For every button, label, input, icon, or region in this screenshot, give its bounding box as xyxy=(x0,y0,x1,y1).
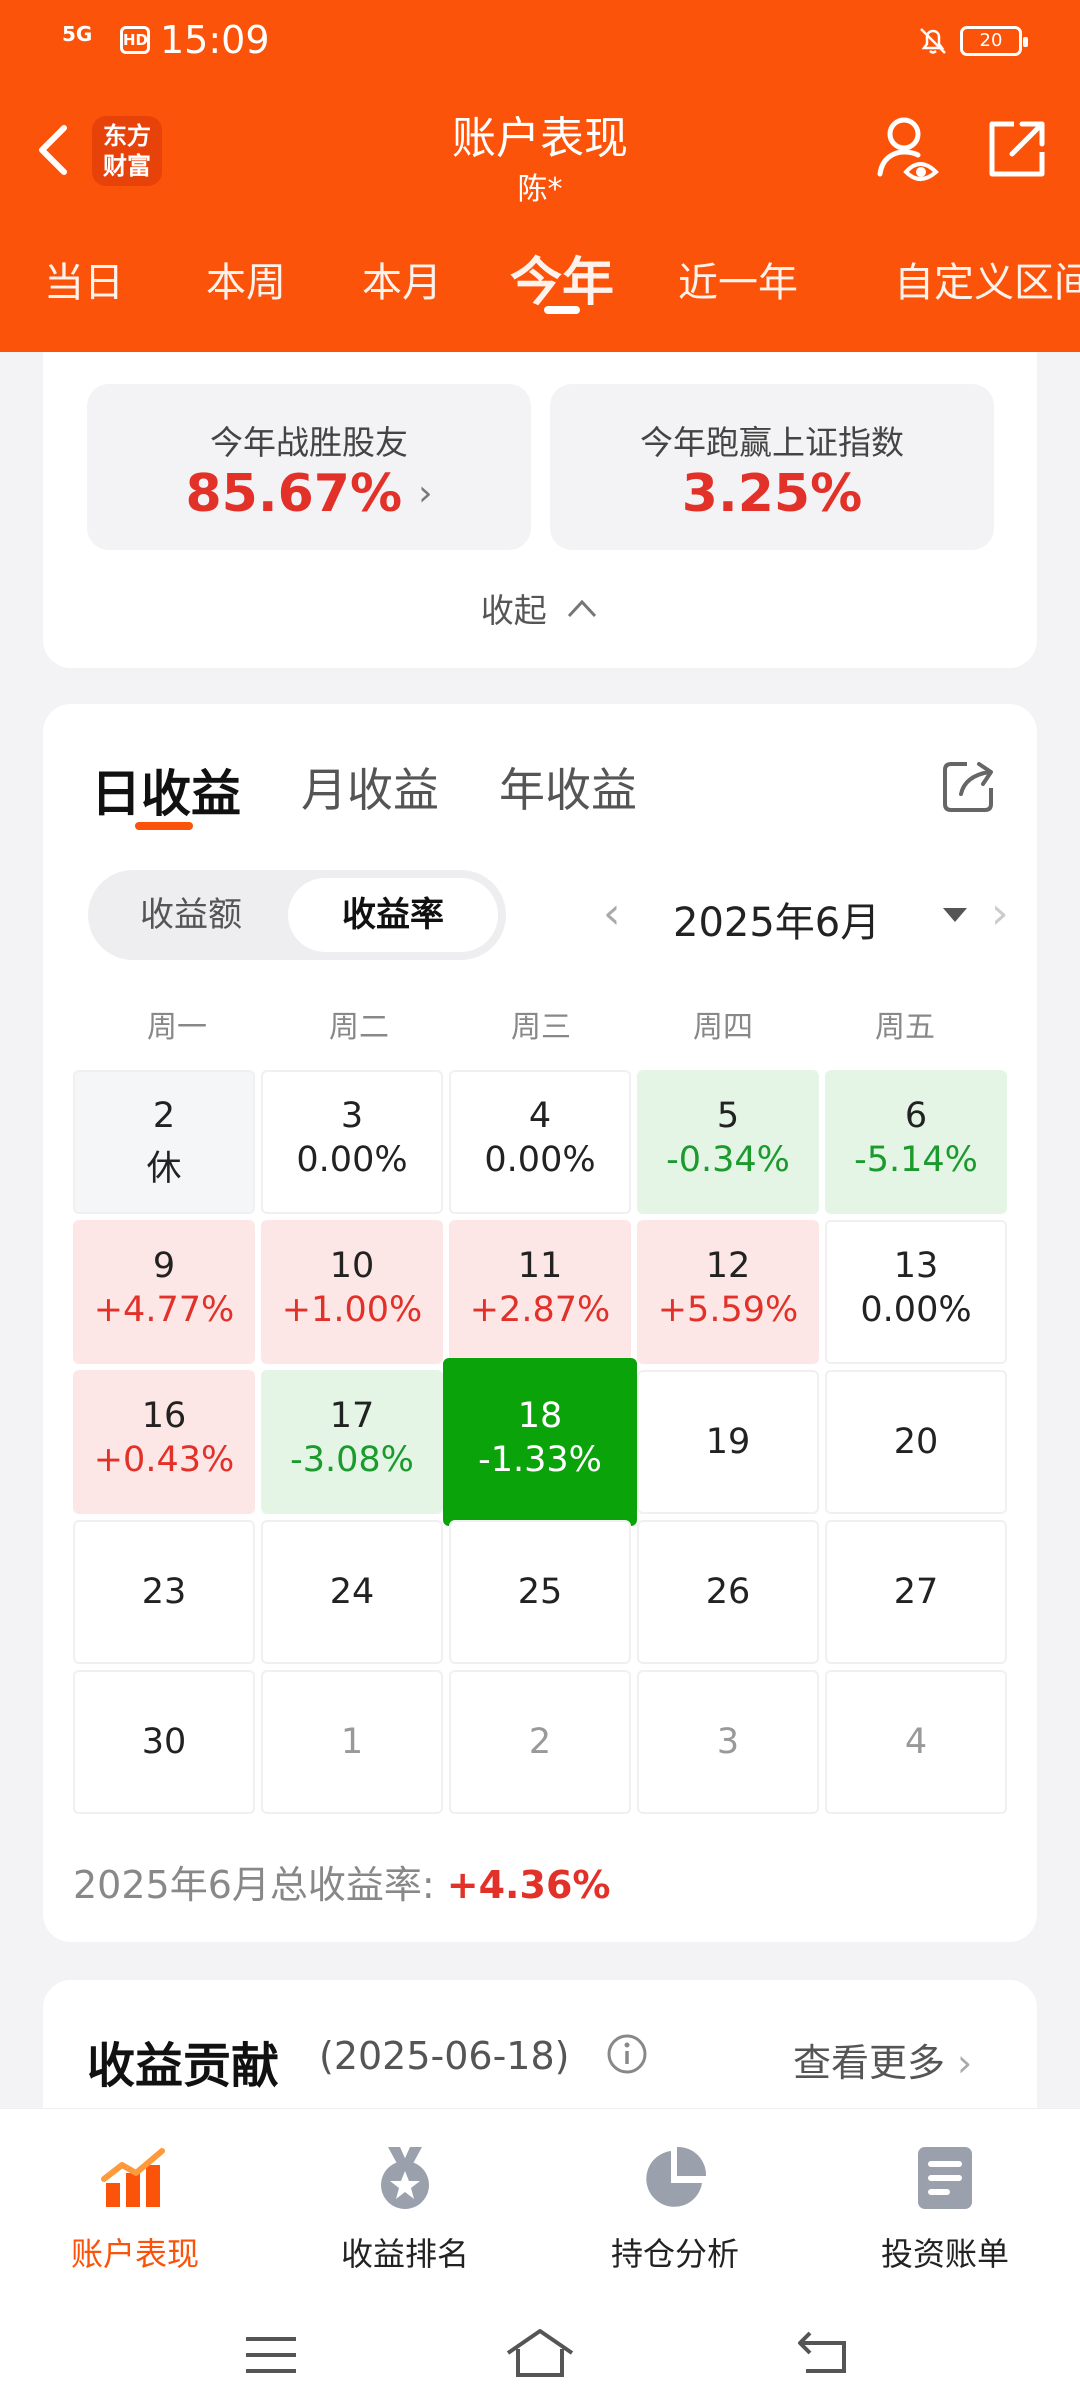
clock: 15:09 xyxy=(160,18,270,62)
calendar-day[interactable]: 5 -0.34% xyxy=(637,1070,819,1214)
medal-icon xyxy=(381,2147,429,2209)
beat-index-label: 今年跑赢上证指数 xyxy=(640,423,904,462)
calendar-day[interactable]: 10 +1.00% xyxy=(261,1220,443,1364)
calendar-day[interactable]: 19 xyxy=(637,1370,819,1514)
summary-card: 今年战胜股友 85.67% › 今年跑赢上证指数 3.25% 收起 xyxy=(43,352,1037,668)
trend-chart-icon xyxy=(101,2148,165,2207)
next-month-icon[interactable]: › xyxy=(991,888,1009,939)
pie-chart-icon xyxy=(646,2146,707,2207)
battery-icon: 20 xyxy=(960,26,1028,56)
nav-investment-bill[interactable]: 投资账单 xyxy=(810,2129,1080,2275)
info-icon[interactable] xyxy=(605,2032,649,2076)
page-title: 账户表现 xyxy=(452,113,628,164)
calendar-day[interactable]: 20 xyxy=(825,1370,1007,1514)
contribution-date: (2025-06-18) xyxy=(319,2034,570,2078)
amount-rate-toggle: 收益额 收益率 xyxy=(88,870,506,960)
collapse-button[interactable]: 收起 xyxy=(43,584,1037,632)
weekday-wed: 周三 xyxy=(511,1010,571,1045)
calendar-day[interactable]: 12 +5.59% xyxy=(637,1220,819,1364)
weekday-tue: 周二 xyxy=(329,1010,389,1045)
beat-friends-box[interactable]: 今年战胜股友 85.67% › xyxy=(87,384,531,550)
tab-last-year[interactable]: 近一年 xyxy=(678,260,798,306)
calendar-day[interactable]: 16 +0.43% xyxy=(73,1370,255,1514)
back-nav-icon[interactable] xyxy=(796,2331,852,2377)
tab-daily-profit[interactable]: 日收益 xyxy=(91,765,241,823)
view-more-link[interactable]: 查看更多 › xyxy=(793,2041,973,2085)
tab-year[interactable]: 今年 xyxy=(510,253,615,313)
dropdown-icon[interactable] xyxy=(943,908,967,922)
nav-profit-ranking[interactable]: 收益排名 xyxy=(270,2129,540,2275)
calendar-day[interactable]: 25 xyxy=(449,1520,631,1664)
tab-week[interactable]: 本周 xyxy=(206,260,286,306)
calendar-day[interactable]: 23 xyxy=(73,1520,255,1664)
back-icon[interactable] xyxy=(30,118,80,182)
system-navigation-bar xyxy=(0,2313,1080,2393)
calendar-day[interactable]: 17 -3.08% xyxy=(261,1370,443,1514)
signal-icon: 5G xyxy=(62,22,93,46)
calendar-day-next-month[interactable]: 3 xyxy=(637,1670,819,1814)
nav-holding-analysis[interactable]: 持仓分析 xyxy=(540,2129,810,2275)
month-total: 2025年6月总收益率: +4.36% xyxy=(73,1863,611,1907)
home-icon[interactable] xyxy=(504,2327,576,2379)
calendar-day-next-month[interactable]: 2 xyxy=(449,1670,631,1814)
mute-bell-icon xyxy=(920,28,946,54)
calendar-day[interactable]: 4 0.00% xyxy=(449,1070,631,1214)
weekday-fri: 周五 xyxy=(875,1010,935,1045)
account-name: 陈* xyxy=(517,172,563,207)
calendar-day-selected[interactable]: 18 -1.33% xyxy=(443,1358,637,1526)
tab-yearly-profit[interactable]: 年收益 xyxy=(499,763,637,817)
export-icon[interactable] xyxy=(941,758,997,814)
beat-friends-value: 85.67% › xyxy=(185,464,433,524)
period-tabs: 当日 本周 本月 今年 近一年 自定义区间 xyxy=(0,230,1080,320)
bottom-navigation: 账户表现 收益排名 持仓分析 投资账单 xyxy=(0,2108,1080,2400)
month-selector: ‹ 2025年6月 › xyxy=(603,878,1023,948)
chevron-right-icon: › xyxy=(418,473,433,514)
menu-icon[interactable] xyxy=(244,2333,298,2377)
profit-tab-indicator xyxy=(135,822,193,830)
hd-badge: HD xyxy=(120,26,150,54)
tab-month[interactable]: 本月 xyxy=(362,260,442,306)
share-icon[interactable] xyxy=(984,116,1050,182)
weekday-thu: 周四 xyxy=(693,1010,753,1045)
month-label[interactable]: 2025年6月 xyxy=(673,900,881,946)
calendar-day-next-month[interactable]: 4 xyxy=(825,1670,1007,1814)
calendar-day-next-month[interactable]: 1 xyxy=(261,1670,443,1814)
prev-month-icon[interactable]: ‹ xyxy=(603,888,621,939)
segment-amount[interactable]: 收益额 xyxy=(140,895,242,935)
contribution-title: 收益贡献 xyxy=(87,2038,280,2094)
app-header: 5G HD 15:09 20 东方 财富 账户表现 陈* 当日 本周 本月 今年… xyxy=(0,0,1080,352)
chevron-right-icon: › xyxy=(957,2041,973,2085)
active-tab-indicator xyxy=(544,306,580,314)
tab-today[interactable]: 当日 xyxy=(44,260,124,306)
beat-friends-label: 今年战胜股友 xyxy=(210,423,408,462)
document-icon xyxy=(918,2147,972,2209)
calendar-day[interactable]: 6 -5.14% xyxy=(825,1070,1007,1214)
contribution-card: 收益贡献 (2025-06-18) 查看更多 › xyxy=(43,1980,1037,2120)
calendar-day[interactable]: 30 xyxy=(73,1670,255,1814)
calendar-day[interactable]: 26 xyxy=(637,1520,819,1664)
beat-index-box: 今年跑赢上证指数 3.25% xyxy=(550,384,994,550)
tab-monthly-profit[interactable]: 月收益 xyxy=(301,763,439,817)
nav-account-performance[interactable]: 账户表现 xyxy=(0,2129,270,2275)
chevron-up-icon xyxy=(568,599,597,618)
calendar-day[interactable]: 3 0.00% xyxy=(261,1070,443,1214)
segment-rate[interactable]: 收益率 xyxy=(288,878,498,952)
weekday-mon: 周一 xyxy=(147,1010,207,1045)
calendar-day[interactable]: 11 +2.87% xyxy=(449,1220,631,1364)
calendar-day[interactable]: 24 xyxy=(261,1520,443,1664)
beat-index-value: 3.25% xyxy=(681,464,863,524)
status-bar: 5G HD 15:09 20 xyxy=(0,0,1080,80)
user-view-icon[interactable] xyxy=(874,112,944,188)
tab-custom-range[interactable]: 自定义区间 xyxy=(894,260,1080,306)
app-logo: 东方 财富 xyxy=(92,116,162,186)
calendar-day[interactable]: 13 0.00% xyxy=(825,1220,1007,1364)
month-total-value: +4.36% xyxy=(446,1863,611,1907)
calendar-day[interactable]: 9 +4.77% xyxy=(73,1220,255,1364)
calendar-day[interactable]: 27 xyxy=(825,1520,1007,1664)
